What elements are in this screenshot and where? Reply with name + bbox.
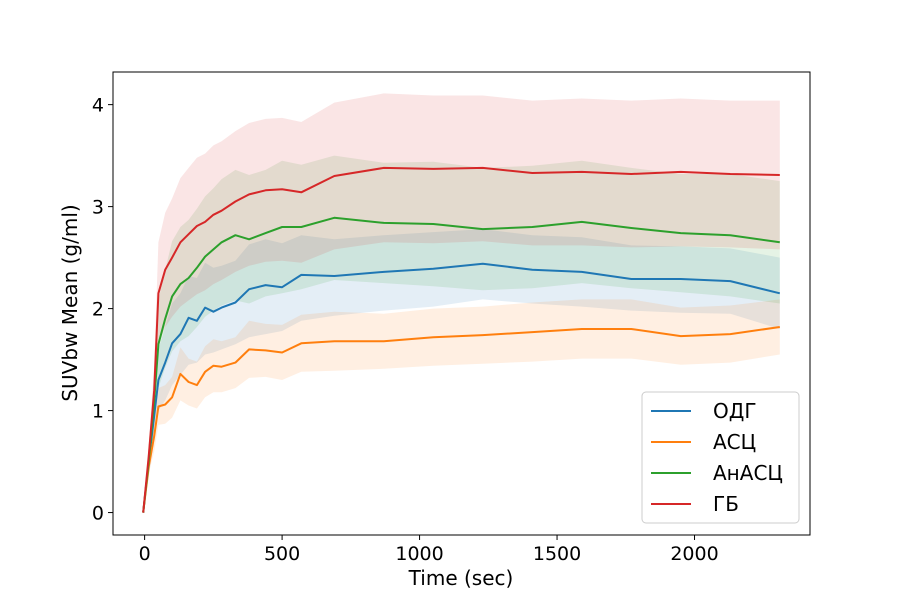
band-series-3	[143, 93, 780, 513]
y-tick-label: 2	[92, 299, 104, 321]
line-series-1	[142, 326, 780, 513]
line-series-2	[142, 216, 780, 513]
line-series-3	[142, 166, 780, 513]
series-lines	[142, 166, 781, 513]
x-tick-label: 1000	[395, 543, 443, 565]
x-tick-label: 0	[139, 543, 151, 565]
band-series-2	[143, 155, 780, 513]
legend-label-1: АСЦ	[713, 430, 756, 454]
x-axis-label: Time (sec)	[408, 566, 514, 590]
legend-label-2: АнАСЦ	[713, 461, 783, 485]
legend-label-0: ОДГ	[713, 399, 757, 423]
y-tick-label: 0	[92, 503, 104, 525]
legend-box	[641, 391, 800, 524]
legend-label-3: ГБ	[713, 492, 739, 516]
x-tick-label: 1500	[533, 543, 581, 565]
y-axis-label: SUVbw Mean (g/ml)	[58, 204, 82, 401]
plot-area	[112, 71, 811, 536]
confidence-bands	[143, 93, 780, 513]
x-tick-label: 500	[264, 543, 300, 565]
band-series-1	[143, 299, 780, 513]
legend: ОДГ АСЦ АнАСЦ ГБ	[641, 391, 800, 524]
y-tick-label: 1	[92, 401, 104, 423]
band-series-0	[143, 229, 780, 513]
y-tick-label: 4	[92, 95, 104, 117]
x-tick-label: 2000	[670, 543, 718, 565]
line-series-0	[142, 262, 781, 513]
x-axis: 0 500 1000 1500 2000	[139, 535, 719, 565]
y-axis: 0 1 2 3 4	[92, 95, 113, 525]
y-tick-label: 3	[92, 197, 104, 219]
